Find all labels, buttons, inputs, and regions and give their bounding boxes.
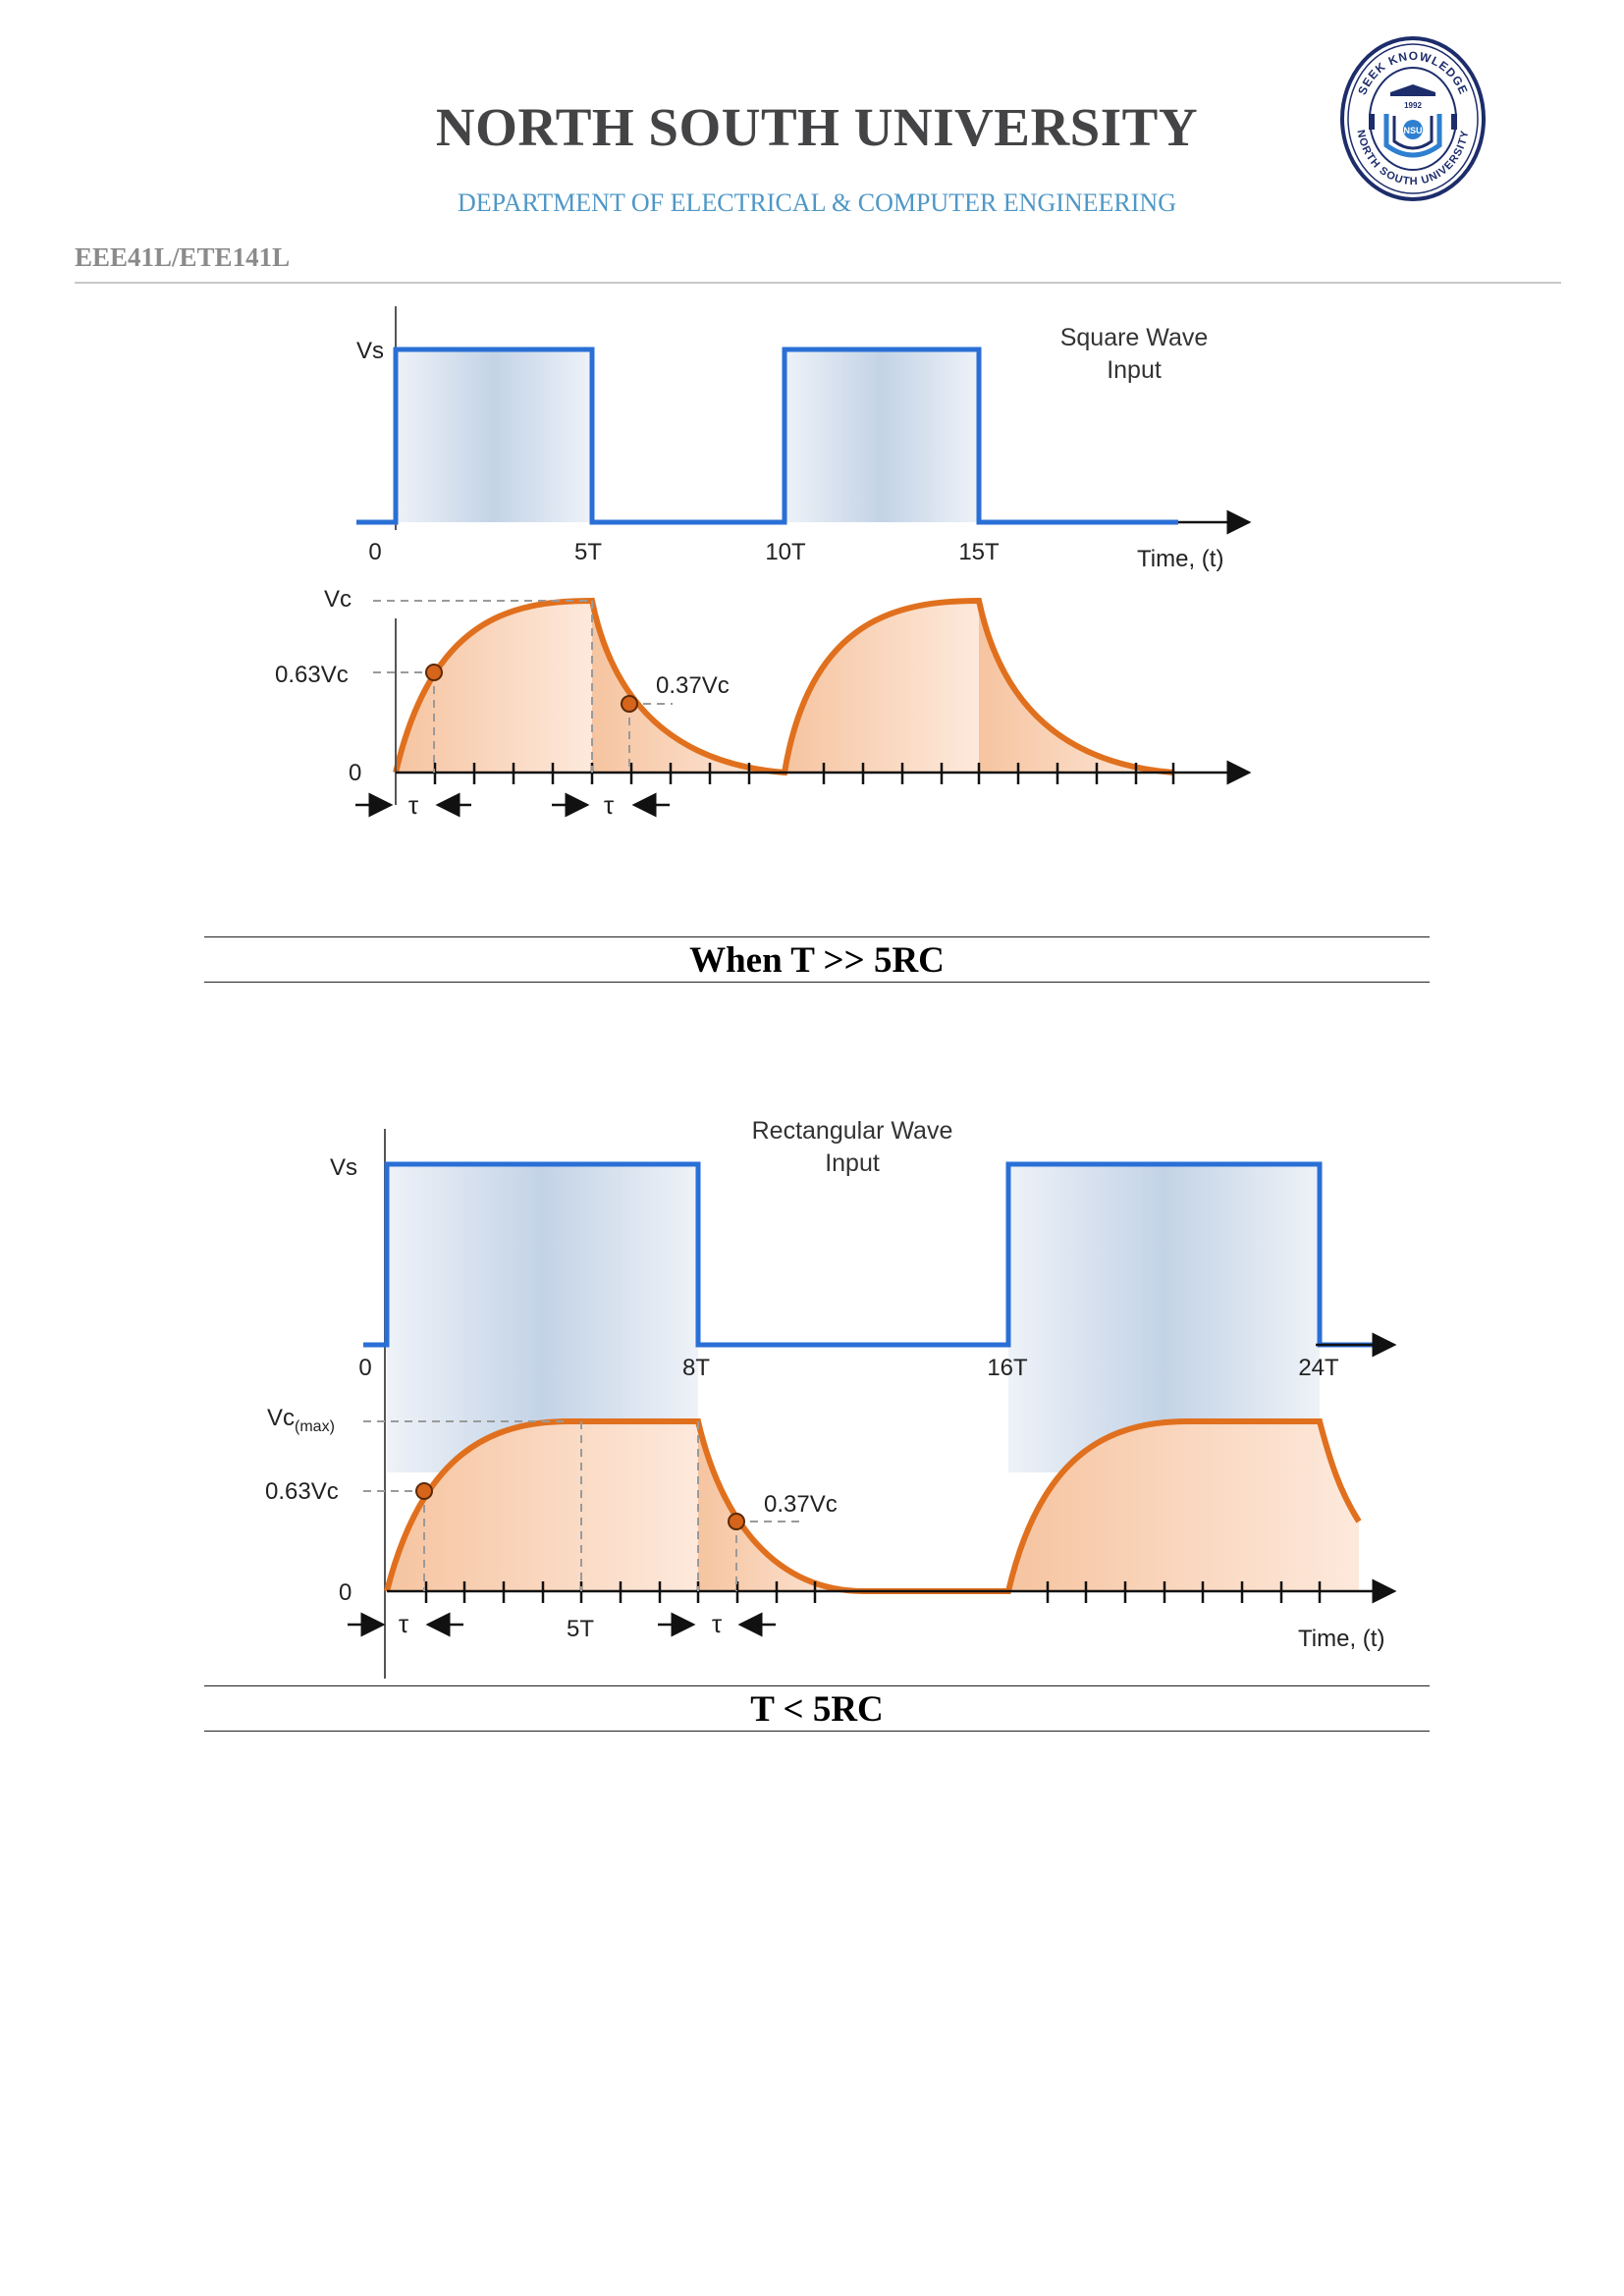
tick-label: 10T [765, 539, 806, 565]
vs-label: Vs [330, 1154, 357, 1181]
figure-square-wave: Vs Square Wave Input 0 5T 10T 15T Time, … [275, 306, 1252, 820]
figure-caption: T < 5RC [750, 1689, 884, 1730]
charge-fill [1008, 1421, 1359, 1591]
marker-063 [415, 1482, 433, 1500]
marker-037 [621, 695, 638, 713]
vc063-label: 0.63Vc [265, 1478, 339, 1505]
square-wave [356, 347, 1178, 525]
svg-text:1992: 1992 [1404, 101, 1422, 110]
charge-fill [387, 1421, 698, 1591]
vc-label: Vc(max) [267, 1405, 335, 1435]
figure-rectangular-wave: Vs Rectangular Wave Input 0 8T 16T 24T V… [265, 1117, 1397, 1679]
time-axis-label: Time, (t) [1298, 1626, 1384, 1652]
marker-063 [425, 664, 443, 681]
discharge-fill [698, 1421, 864, 1591]
tick-label: 5T [574, 539, 602, 565]
caption-rule-top [204, 1685, 1430, 1686]
discharge-fill [592, 601, 785, 773]
vc-label: Vc [324, 586, 352, 613]
tau-label: τ [399, 1609, 409, 1638]
vc037-label: 0.37Vc [656, 672, 730, 699]
charge-fill [785, 601, 979, 773]
tick-label: 0 [358, 1355, 371, 1381]
input-label: Input [1107, 356, 1162, 384]
time-ticks [424, 1581, 1322, 1603]
figure-caption: When T >> 5RC [689, 940, 945, 981]
tick-label: 0 [368, 539, 381, 565]
svg-text:NSU: NSU [1403, 126, 1422, 135]
marker-037 [728, 1513, 745, 1530]
vc037-label: 0.37Vc [764, 1491, 838, 1518]
tick-label: 24T [1298, 1355, 1339, 1381]
caption-rule-bottom [204, 1731, 1430, 1732]
university-title: NORTH SOUTH UNIVERSITY [435, 97, 1199, 157]
charge-fill [396, 601, 592, 773]
header-divider [75, 282, 1561, 284]
guide-lines [363, 1420, 803, 1591]
time-axis-label: Time, (t) [1137, 546, 1223, 572]
tick-label: 5T [567, 1616, 594, 1642]
input-label: Rectangular Wave [752, 1117, 953, 1145]
vs-label: Vs [356, 338, 384, 364]
input-label: Square Wave [1060, 324, 1209, 351]
caption-rule-bottom [204, 982, 1430, 983]
zero-label: 0 [339, 1579, 352, 1606]
tick-label: 8T [682, 1355, 710, 1381]
department-title: DEPARTMENT OF ELECTRICAL & COMPUTER ENGI… [458, 188, 1176, 217]
university-logo: SEEK KNOWLEDGE NORTH SOUTH UNIVERSITY 19… [1340, 36, 1486, 201]
time-ticks [433, 763, 1175, 784]
tick-label: 16T [987, 1355, 1028, 1381]
capacitor-voltage-curve [384, 1418, 1362, 1594]
tau-label: τ [604, 790, 615, 820]
course-code: EEE41L/ETE141L [75, 242, 291, 272]
tau-label: τ [712, 1609, 723, 1638]
tau-label: τ [408, 790, 419, 820]
zero-label: 0 [349, 760, 361, 786]
rectangular-wave [363, 1161, 1375, 1348]
pulse-fill [396, 349, 592, 522]
tick-label: 15T [958, 539, 1000, 565]
pulse-fill [785, 349, 979, 522]
discharge-fill [979, 601, 1173, 773]
caption-rule-top [204, 936, 1430, 937]
input-label: Input [825, 1149, 880, 1177]
vc063-label: 0.63Vc [275, 662, 349, 688]
